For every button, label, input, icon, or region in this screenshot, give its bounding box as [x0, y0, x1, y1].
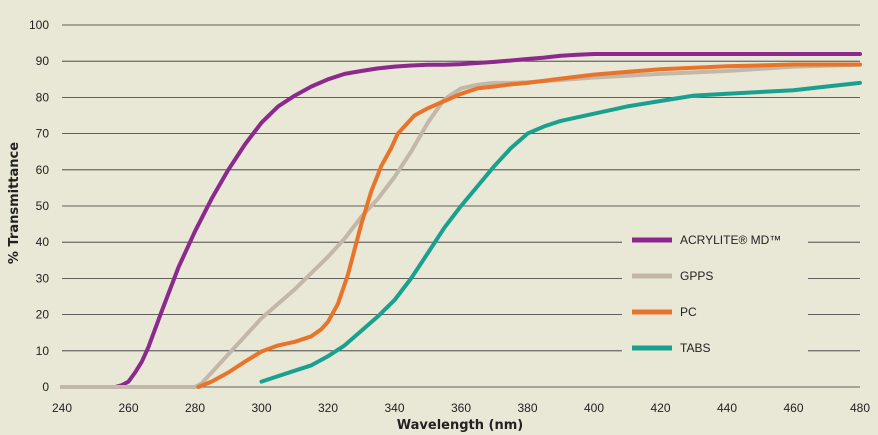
y-tick-label-10: 10: [36, 344, 50, 358]
y-tick-label-70: 70: [36, 127, 50, 141]
legend-label-3: TABS: [680, 341, 710, 355]
x-tick-label-320: 320: [318, 401, 338, 415]
x-tick-label-360: 360: [451, 401, 471, 415]
y-tick-label-50: 50: [36, 199, 50, 213]
x-tick-label-340: 340: [384, 401, 404, 415]
y-tick-label-30: 30: [36, 271, 50, 285]
y-tick-label-60: 60: [36, 163, 50, 177]
y-tick-label-100: 100: [29, 18, 49, 32]
x-tick-label-400: 400: [584, 401, 604, 415]
x-tick-label-460: 460: [783, 401, 803, 415]
x-tick-label-380: 380: [517, 401, 537, 415]
series-line-2: [196, 62, 862, 389]
y-tick-label-20: 20: [36, 308, 50, 322]
x-axis-title: Wavelength (nm): [397, 418, 523, 433]
series-line-0: [60, 52, 862, 389]
y-tick-label-90: 90: [36, 54, 50, 68]
x-tick-label-440: 440: [717, 401, 737, 415]
series-lines: [60, 52, 862, 389]
y-tick-label-0: 0: [42, 380, 49, 394]
x-tick-label-420: 420: [650, 401, 670, 415]
x-tick-labels: 240 260 280 300 320 340 360 380 400 420 440 460 480: [52, 401, 870, 415]
legend-label-2: PC: [680, 305, 697, 319]
x-tick-label-480: 480: [850, 401, 870, 415]
series-line-3: [259, 80, 862, 384]
y-tick-label-40: 40: [36, 235, 50, 249]
x-tick-label-260: 260: [118, 401, 138, 415]
legend-label-0: ACRYLITE® MD™: [680, 233, 781, 247]
x-tick-label-240: 240: [52, 401, 72, 415]
x-tick-label-280: 280: [185, 401, 205, 415]
legend-label-1: GPPS: [680, 269, 713, 283]
x-tick-label-300: 300: [251, 401, 271, 415]
y-tick-labels: 0 10 20 30 40 50 60 70 80 90 100: [29, 18, 49, 394]
y-axis-title: % Transmittance: [7, 142, 22, 264]
legend: ACRYLITE® MD™ GPPS PC TABS: [622, 226, 808, 355]
y-tick-label-80: 80: [36, 90, 50, 104]
legend-background: [622, 226, 808, 354]
